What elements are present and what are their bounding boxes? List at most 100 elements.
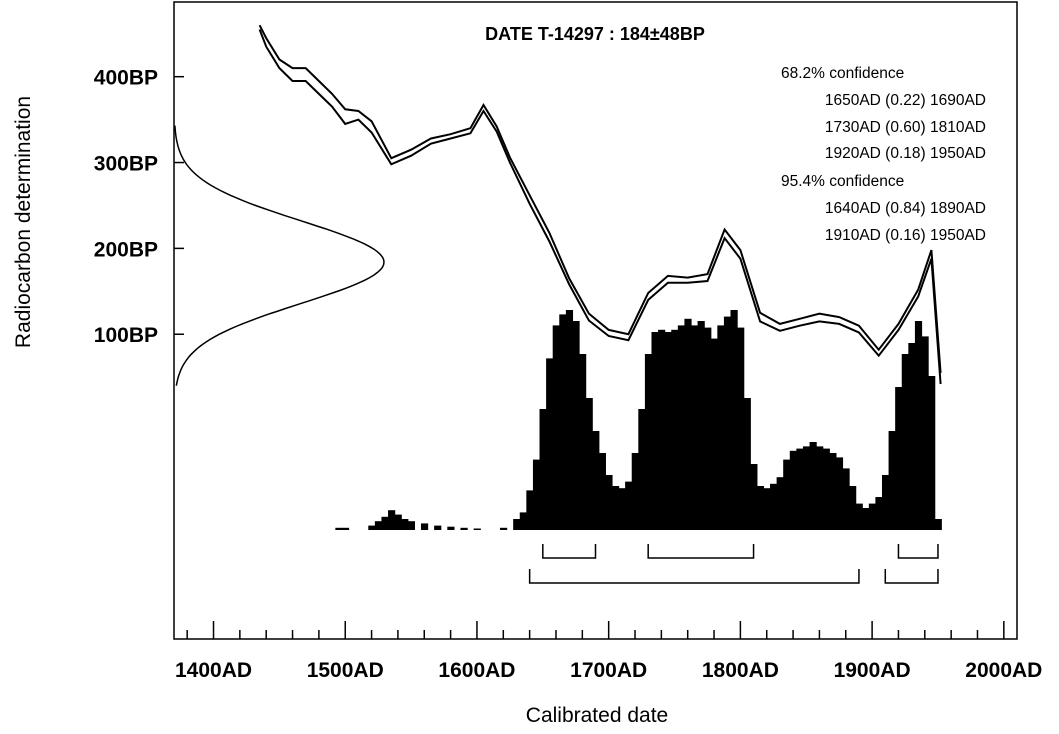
histogram-bar bbox=[381, 516, 389, 530]
histogram-bar bbox=[802, 446, 811, 530]
histogram-bar bbox=[565, 310, 574, 530]
histogram-bar bbox=[737, 327, 745, 530]
histogram-bar bbox=[598, 453, 606, 530]
histogram-bar bbox=[717, 325, 725, 530]
y-tick-label: 400BP bbox=[94, 67, 158, 90]
x-tick-label: 1600AD bbox=[438, 659, 515, 682]
histogram-bar bbox=[374, 521, 383, 530]
histogram-bar bbox=[875, 497, 883, 530]
x-tick-label: 1400AD bbox=[175, 659, 252, 682]
histogram-bar bbox=[809, 442, 817, 530]
sigma1-range-bar bbox=[897, 544, 939, 559]
histogram-bar bbox=[908, 343, 916, 530]
histogram-bar bbox=[546, 358, 554, 530]
sigma2-range-bar bbox=[528, 569, 860, 584]
x-axis: 1400AD 1500AD 1600AD 1700AD 1800AD 1900AD 2000… bbox=[175, 621, 1042, 682]
histogram-bar bbox=[723, 316, 732, 530]
calibration-curve bbox=[258, 24, 942, 385]
histogram-bar bbox=[881, 475, 890, 530]
x-tick-label: 1900AD bbox=[834, 659, 911, 682]
histogram-bar bbox=[855, 503, 863, 530]
histogram-bar bbox=[407, 521, 415, 530]
calibration-curve-lower bbox=[258, 29, 942, 385]
sigma1-range-bar bbox=[647, 544, 755, 559]
histogram-bar bbox=[842, 468, 850, 530]
sigma2-label: 95.4% confidence bbox=[781, 173, 904, 190]
sigma2-range-bar bbox=[884, 569, 939, 584]
histogram-bar bbox=[552, 325, 560, 530]
sigma1-range-2: 1730AD (0.60) 1810AD bbox=[825, 119, 986, 136]
histogram-bar bbox=[335, 527, 343, 530]
histogram-bar bbox=[750, 464, 758, 530]
y-tick-label: 200BP bbox=[94, 238, 158, 261]
x-axis-title: Calibrated date bbox=[526, 704, 668, 727]
calibration-curve-upper bbox=[258, 24, 942, 373]
histogram-bar bbox=[638, 409, 646, 530]
histogram-bar bbox=[592, 431, 600, 530]
histogram-bar bbox=[684, 318, 692, 530]
histogram-bar bbox=[730, 310, 738, 530]
histogram-bar bbox=[704, 327, 712, 530]
histogram-bar bbox=[690, 325, 699, 530]
histogram-bar bbox=[796, 448, 804, 530]
histogram-bar bbox=[625, 481, 633, 530]
histogram-bar bbox=[671, 329, 679, 530]
histogram-bar bbox=[710, 338, 718, 530]
sigma2-range-1: 1640AD (0.84) 1890AD bbox=[825, 200, 986, 217]
histogram-bar bbox=[368, 525, 376, 530]
histogram-bar bbox=[789, 450, 797, 530]
histogram-bar bbox=[816, 446, 824, 530]
histogram-bar bbox=[901, 354, 909, 530]
histogram-bar bbox=[644, 354, 653, 530]
histogram-bar bbox=[631, 453, 639, 530]
sigma1-range-bar bbox=[542, 544, 597, 559]
histogram-bar bbox=[697, 321, 705, 530]
histogram-bar bbox=[921, 336, 929, 530]
histogram-bar bbox=[934, 519, 942, 530]
histogram-bar bbox=[618, 488, 626, 530]
histogram-bar bbox=[401, 519, 409, 530]
histogram-bar bbox=[460, 527, 468, 530]
histogram-bar bbox=[928, 376, 936, 530]
histogram-bar bbox=[862, 508, 870, 530]
x-tick-label: 1700AD bbox=[570, 659, 647, 682]
histogram-bar bbox=[677, 325, 686, 530]
histogram-bar bbox=[539, 409, 547, 530]
histogram-bar bbox=[572, 321, 580, 530]
histogram-bar bbox=[519, 512, 527, 530]
histogram-bar bbox=[783, 459, 791, 530]
histogram-bar bbox=[388, 510, 396, 530]
x-tick-label: 1800AD bbox=[702, 659, 779, 682]
histogram-bar bbox=[835, 457, 844, 530]
histogram-bar bbox=[513, 519, 521, 530]
histogram-bar bbox=[895, 387, 903, 530]
y-axis: 100BP 200BP 300BP 400BP bbox=[94, 67, 184, 347]
sigma2-range-2: 1910AD (0.16) 1950AD bbox=[825, 227, 986, 244]
confidence-range-bars bbox=[528, 544, 939, 584]
histogram-bar bbox=[776, 477, 784, 530]
y-tick-label: 300BP bbox=[94, 153, 158, 176]
histogram-bar bbox=[341, 527, 350, 530]
histogram-bar bbox=[664, 332, 672, 530]
confidence-legend: 68.2% confidence 1650AD (0.22) 1690AD 17… bbox=[781, 65, 986, 244]
histogram-bar bbox=[473, 528, 481, 530]
sigma1-label: 68.2% confidence bbox=[781, 65, 904, 82]
sigma1-range-3: 1920AD (0.18) 1950AD bbox=[825, 145, 986, 162]
x-tick-label: 2000AD bbox=[965, 659, 1042, 682]
probability-histogram bbox=[335, 310, 942, 530]
histogram-bar bbox=[743, 398, 751, 530]
plot-frame bbox=[173, 1, 1018, 640]
histogram-bar bbox=[829, 453, 837, 530]
y-axis-title: Radiocarbon determination bbox=[12, 96, 35, 348]
histogram-bar bbox=[611, 486, 620, 530]
histogram-bar bbox=[756, 486, 765, 530]
histogram-bar bbox=[868, 503, 877, 530]
histogram-bar bbox=[763, 488, 771, 530]
measurement-distribution bbox=[174, 125, 385, 386]
histogram-bar bbox=[420, 523, 429, 530]
histogram-bar bbox=[532, 459, 541, 530]
histogram-bar bbox=[888, 431, 896, 530]
histogram-bar bbox=[605, 475, 613, 530]
histogram-bar bbox=[914, 321, 923, 530]
